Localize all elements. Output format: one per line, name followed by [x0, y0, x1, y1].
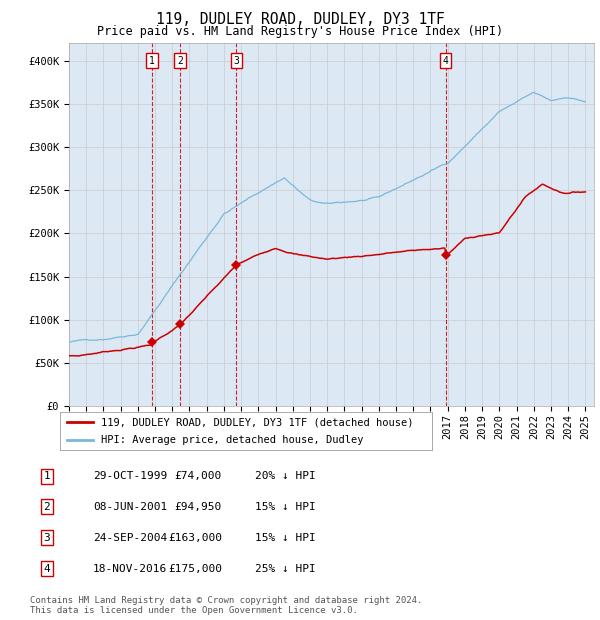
Text: 2: 2	[177, 56, 183, 66]
Text: 20% ↓ HPI: 20% ↓ HPI	[255, 471, 316, 481]
Text: 119, DUDLEY ROAD, DUDLEY, DY3 1TF (detached house): 119, DUDLEY ROAD, DUDLEY, DY3 1TF (detac…	[101, 417, 413, 427]
Text: Price paid vs. HM Land Registry's House Price Index (HPI): Price paid vs. HM Land Registry's House …	[97, 25, 503, 38]
Text: HPI: Average price, detached house, Dudley: HPI: Average price, detached house, Dudl…	[101, 435, 364, 445]
Text: £163,000: £163,000	[168, 533, 222, 542]
Text: 1: 1	[43, 471, 50, 481]
Text: 08-JUN-2001: 08-JUN-2001	[93, 502, 167, 512]
Text: 29-OCT-1999: 29-OCT-1999	[93, 471, 167, 481]
Text: 3: 3	[233, 56, 239, 66]
Text: 24-SEP-2004: 24-SEP-2004	[93, 533, 167, 542]
Text: 1: 1	[149, 56, 155, 66]
Text: 25% ↓ HPI: 25% ↓ HPI	[255, 564, 316, 574]
Text: 2: 2	[43, 502, 50, 512]
Text: £94,950: £94,950	[175, 502, 222, 512]
Text: 4: 4	[43, 564, 50, 574]
Text: £74,000: £74,000	[175, 471, 222, 481]
Text: 4: 4	[443, 56, 449, 66]
Text: 15% ↓ HPI: 15% ↓ HPI	[255, 533, 316, 542]
Text: Contains HM Land Registry data © Crown copyright and database right 2024.: Contains HM Land Registry data © Crown c…	[30, 596, 422, 606]
Text: 18-NOV-2016: 18-NOV-2016	[93, 564, 167, 574]
Text: 3: 3	[43, 533, 50, 542]
Text: This data is licensed under the Open Government Licence v3.0.: This data is licensed under the Open Gov…	[30, 606, 358, 616]
Text: £175,000: £175,000	[168, 564, 222, 574]
Text: 15% ↓ HPI: 15% ↓ HPI	[255, 502, 316, 512]
Text: 119, DUDLEY ROAD, DUDLEY, DY3 1TF: 119, DUDLEY ROAD, DUDLEY, DY3 1TF	[155, 12, 445, 27]
